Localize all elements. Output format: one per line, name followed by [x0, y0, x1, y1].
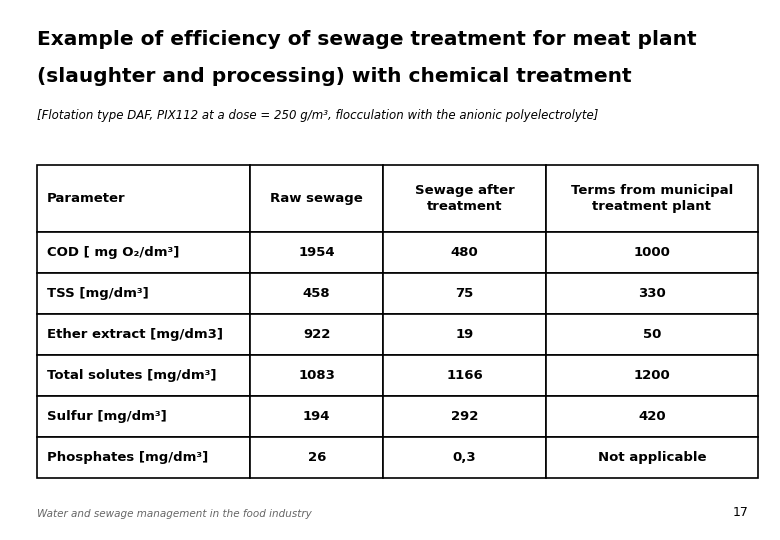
Text: 330: 330: [638, 287, 665, 300]
Text: Phosphates [mg/dm³]: Phosphates [mg/dm³]: [47, 451, 208, 464]
Text: TSS [mg/dm³]: TSS [mg/dm³]: [47, 287, 148, 300]
Text: 922: 922: [303, 328, 331, 341]
Text: Sulfur [mg/dm³]: Sulfur [mg/dm³]: [47, 410, 167, 423]
Text: 50: 50: [643, 328, 661, 341]
Text: 1000: 1000: [633, 246, 670, 259]
Text: 1954: 1954: [299, 246, 335, 259]
Text: 26: 26: [307, 451, 326, 464]
Text: 1200: 1200: [633, 369, 670, 382]
Text: 480: 480: [451, 246, 478, 259]
Text: 1166: 1166: [446, 369, 483, 382]
Text: 194: 194: [303, 410, 331, 423]
Text: [Flotation type DAF, PIX112 at a dose = 250 g/m³, flocculation with the anionic : [Flotation type DAF, PIX112 at a dose = …: [37, 109, 599, 122]
Text: 1083: 1083: [298, 369, 335, 382]
Text: Ether extract [mg/dm3]: Ether extract [mg/dm3]: [47, 328, 223, 341]
Text: 19: 19: [456, 328, 473, 341]
Text: Not applicable: Not applicable: [597, 451, 706, 464]
Text: 17: 17: [733, 507, 749, 519]
Text: COD [ mg O₂/dm³]: COD [ mg O₂/dm³]: [47, 246, 179, 259]
Text: 420: 420: [638, 410, 665, 423]
Text: 0,3: 0,3: [452, 451, 477, 464]
Text: Water and sewage management in the food industry: Water and sewage management in the food …: [37, 509, 312, 519]
Text: 292: 292: [451, 410, 478, 423]
Text: Terms from municipal
treatment plant: Terms from municipal treatment plant: [571, 184, 733, 213]
Text: Total solutes [mg/dm³]: Total solutes [mg/dm³]: [47, 369, 216, 382]
Text: Parameter: Parameter: [47, 192, 126, 205]
Text: 75: 75: [456, 287, 473, 300]
Text: Example of efficiency of sewage treatment for meat plant: Example of efficiency of sewage treatmen…: [37, 30, 697, 49]
Text: 458: 458: [303, 287, 331, 300]
Text: Sewage after
treatment: Sewage after treatment: [415, 184, 514, 213]
Text: (slaughter and processing) with chemical treatment: (slaughter and processing) with chemical…: [37, 68, 632, 86]
Text: Raw sewage: Raw sewage: [271, 192, 363, 205]
